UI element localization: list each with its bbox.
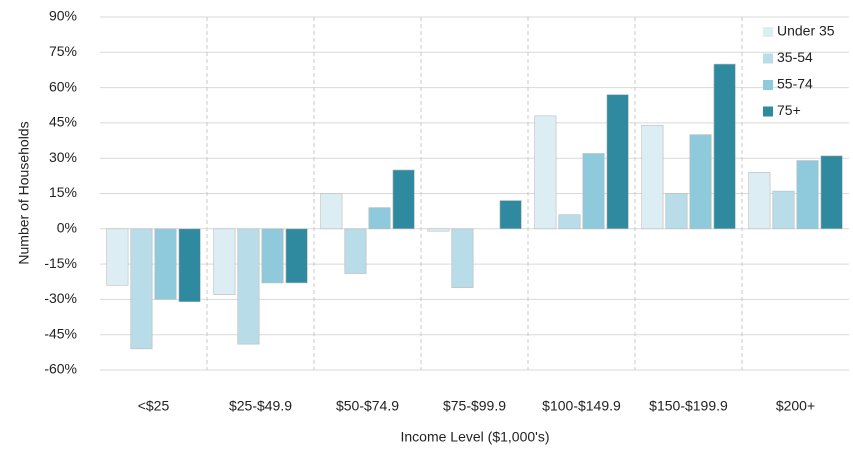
legend-label: 55-74 <box>777 76 813 92</box>
bar <box>641 124 664 230</box>
y-tick-label: 90% <box>49 8 77 24</box>
x-tick-label: $150-$199.9 <box>649 398 728 414</box>
bar <box>261 228 284 284</box>
bar <box>213 228 236 295</box>
legend-label: Under 35 <box>777 23 835 39</box>
bar <box>534 115 557 230</box>
y-tick-label: 60% <box>49 78 77 94</box>
legend-swatch <box>763 27 773 37</box>
x-tick-label: $25-$49.9 <box>229 398 292 414</box>
x-tick-label: $100-$149.9 <box>542 398 621 414</box>
bar <box>606 94 629 230</box>
bar <box>285 228 308 284</box>
y-tick-label: -60% <box>44 361 77 377</box>
bar <box>820 155 843 230</box>
bar <box>451 228 474 288</box>
bar <box>392 169 415 230</box>
bar <box>130 228 153 350</box>
y-tick-label: 0% <box>57 220 77 236</box>
y-tick-label: -30% <box>44 290 77 306</box>
y-tick-label: 45% <box>49 114 77 130</box>
legend-label: 75+ <box>777 102 801 118</box>
x-tick-label: $200+ <box>776 398 815 414</box>
bar <box>368 207 391 230</box>
y-tick-label: -15% <box>44 255 77 271</box>
bar <box>558 214 581 230</box>
legend-swatch <box>763 80 773 90</box>
bar <box>344 228 367 274</box>
x-tick-label: $50-$74.9 <box>336 398 399 414</box>
bar <box>237 228 260 345</box>
x-axis-title: Income Level ($1,000's) <box>401 429 550 445</box>
y-tick-label: 15% <box>49 184 77 200</box>
bar <box>499 200 522 230</box>
bar <box>713 63 736 230</box>
bar <box>772 190 795 230</box>
x-tick-label: <$25 <box>138 398 170 414</box>
x-tick-label: $75-$99.9 <box>443 398 506 414</box>
legend-swatch <box>763 106 773 117</box>
bar <box>154 228 177 300</box>
y-tick-label: -45% <box>44 325 77 341</box>
y-axis-title: Number of Households <box>16 121 32 264</box>
legend-label: 35-54 <box>777 49 813 65</box>
bar <box>689 134 712 230</box>
bar <box>665 193 688 230</box>
bar <box>178 228 201 303</box>
legend-swatch <box>763 53 773 64</box>
bar <box>796 160 819 230</box>
bar <box>748 172 771 230</box>
y-tick-label: 75% <box>49 43 77 59</box>
bar <box>582 153 605 230</box>
bar <box>106 228 129 286</box>
bar <box>427 228 450 232</box>
y-tick-label: 30% <box>49 149 77 165</box>
bar <box>320 193 343 230</box>
